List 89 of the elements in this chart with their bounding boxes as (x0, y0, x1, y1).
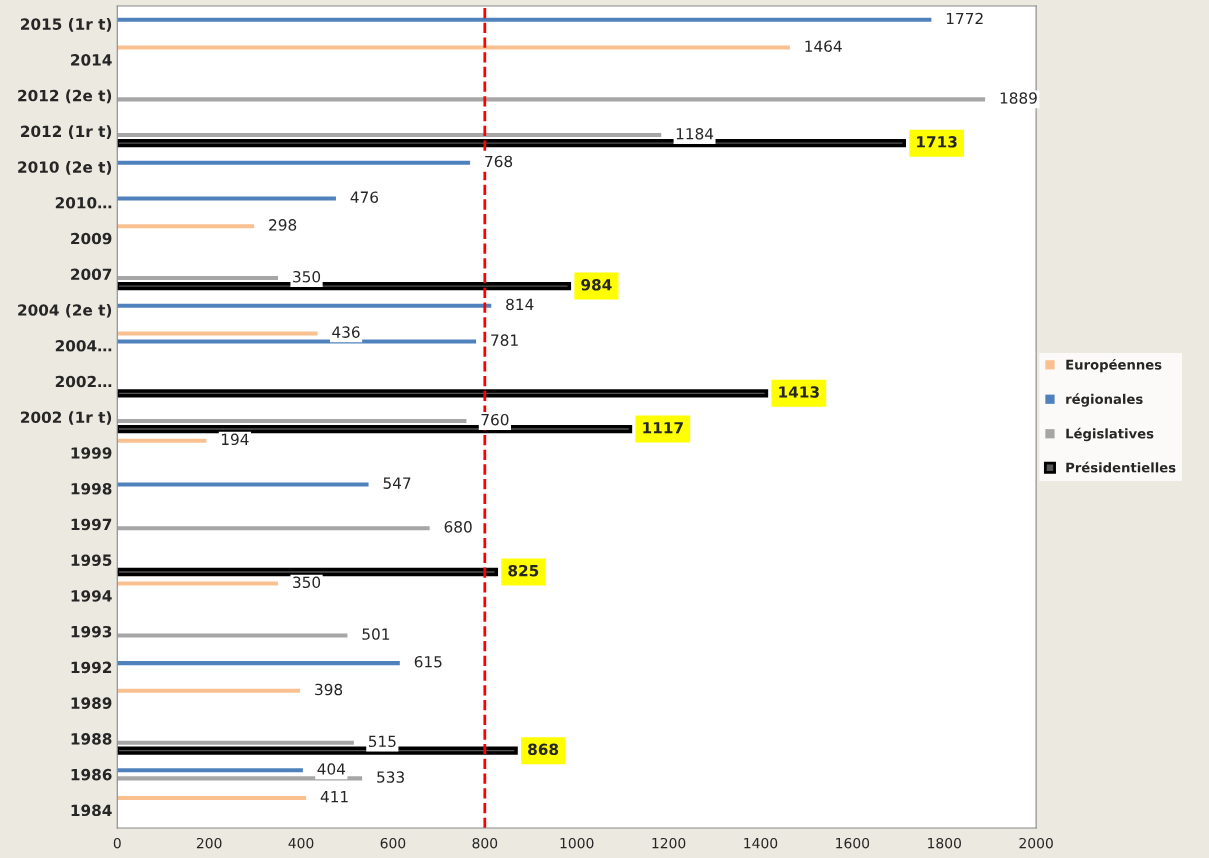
bar (117, 796, 307, 801)
y-tick-label: 2012 (2e t) (18, 89, 112, 104)
bar (117, 160, 471, 165)
x-tick-label: 2000 (1019, 837, 1053, 849)
bar (117, 276, 279, 281)
x-tick-label: 1200 (652, 837, 686, 849)
data-label: 194 (221, 433, 249, 446)
bar (117, 303, 492, 308)
bar (117, 339, 477, 344)
y-tick-label: 2015 (1r t) (21, 18, 112, 32)
y-tick-label: 1992 (71, 661, 112, 674)
bar (117, 688, 301, 693)
bar (117, 482, 369, 487)
bar (117, 133, 662, 138)
data-label: 501 (362, 628, 390, 640)
legend-label: Européennes (1066, 358, 1162, 373)
y-tick-label: 2002 (1r t) (21, 411, 112, 425)
y-tick-label: 2004… (55, 339, 112, 352)
data-label: 760 (481, 413, 509, 426)
x-tick-label: 800 (472, 837, 498, 849)
x-tick-label: 1400 (744, 837, 778, 849)
bar (117, 526, 430, 531)
data-label: 814 (506, 298, 534, 311)
data-label: 350 (293, 576, 321, 589)
y-tick-label: 2002… (55, 375, 112, 388)
y-tick-label: 2007 (71, 268, 112, 281)
data-label: 984 (581, 278, 612, 291)
data-label: 615 (414, 656, 442, 668)
y-tick-label: 1986 (71, 768, 112, 781)
y-tick-label: 1984 (71, 804, 112, 817)
data-label: 1772 (946, 12, 983, 25)
data-label: 547 (383, 477, 411, 489)
legend-label: Présidentielles (1066, 461, 1176, 473)
y-tick-label: 1994 (71, 590, 112, 602)
bar (117, 581, 279, 586)
bar (117, 740, 354, 745)
data-label: 868 (528, 743, 559, 756)
y-tick-label: 1988 (71, 733, 112, 745)
bar (117, 633, 348, 638)
y-tick-label: 1997 (71, 518, 112, 531)
y-tick-label: 2004 (2e t) (18, 303, 112, 318)
x-tick-label: 0 (113, 837, 121, 849)
bar (117, 438, 207, 443)
data-label: 1713 (917, 136, 957, 148)
y-tick-label: 1999 (71, 447, 112, 459)
x-tick-label: 600 (380, 837, 406, 849)
data-label: 1117 (643, 422, 683, 434)
data-label: 436 (332, 326, 360, 338)
data-label: 825 (508, 564, 539, 577)
legend-label: Législatives (1066, 427, 1154, 442)
x-tick-label: 1000 (560, 837, 594, 849)
y-tick-label: 1993 (71, 625, 112, 638)
data-label: 1889 (1000, 92, 1037, 104)
data-label: 398 (315, 683, 343, 696)
data-label: 1413 (779, 386, 819, 398)
y-tick-label: 2009 (71, 232, 112, 245)
y-tick-label: 2012 (1r t) (21, 125, 112, 139)
bar (117, 419, 467, 424)
data-label: 411 (320, 791, 348, 803)
x-tick-label: 1600 (836, 837, 870, 849)
data-label: 404 (317, 763, 346, 775)
y-tick-label: 2014 (71, 54, 112, 66)
bar (117, 661, 400, 666)
y-tick-label: 2010 (2e t) (18, 161, 112, 175)
data-label: 781 (491, 334, 518, 346)
y-tick-label: 2010… (55, 197, 112, 209)
data-label: 680 (444, 521, 472, 533)
data-label: 533 (377, 771, 404, 783)
y-tick-label: 1989 (71, 697, 112, 709)
bar (117, 45, 790, 50)
x-tick-label: 200 (196, 837, 222, 849)
bar (117, 224, 255, 229)
bar (117, 331, 318, 336)
bar (117, 97, 986, 102)
data-label: 476 (350, 191, 379, 203)
data-label: 298 (269, 219, 297, 231)
legend-label: régionales (1066, 393, 1143, 407)
bar (117, 196, 336, 201)
y-tick-label: 1995 (71, 554, 112, 566)
y-tick-label: 1998 (71, 482, 112, 495)
bar (117, 17, 932, 22)
data-label: 768 (485, 155, 513, 168)
data-label: 1184 (676, 127, 714, 140)
data-label: 515 (368, 735, 396, 748)
data-label: 350 (293, 270, 321, 283)
x-tick-label: 1800 (928, 837, 961, 849)
bar (117, 768, 303, 773)
data-label: 1464 (805, 40, 842, 52)
x-tick-label: 400 (288, 837, 314, 849)
